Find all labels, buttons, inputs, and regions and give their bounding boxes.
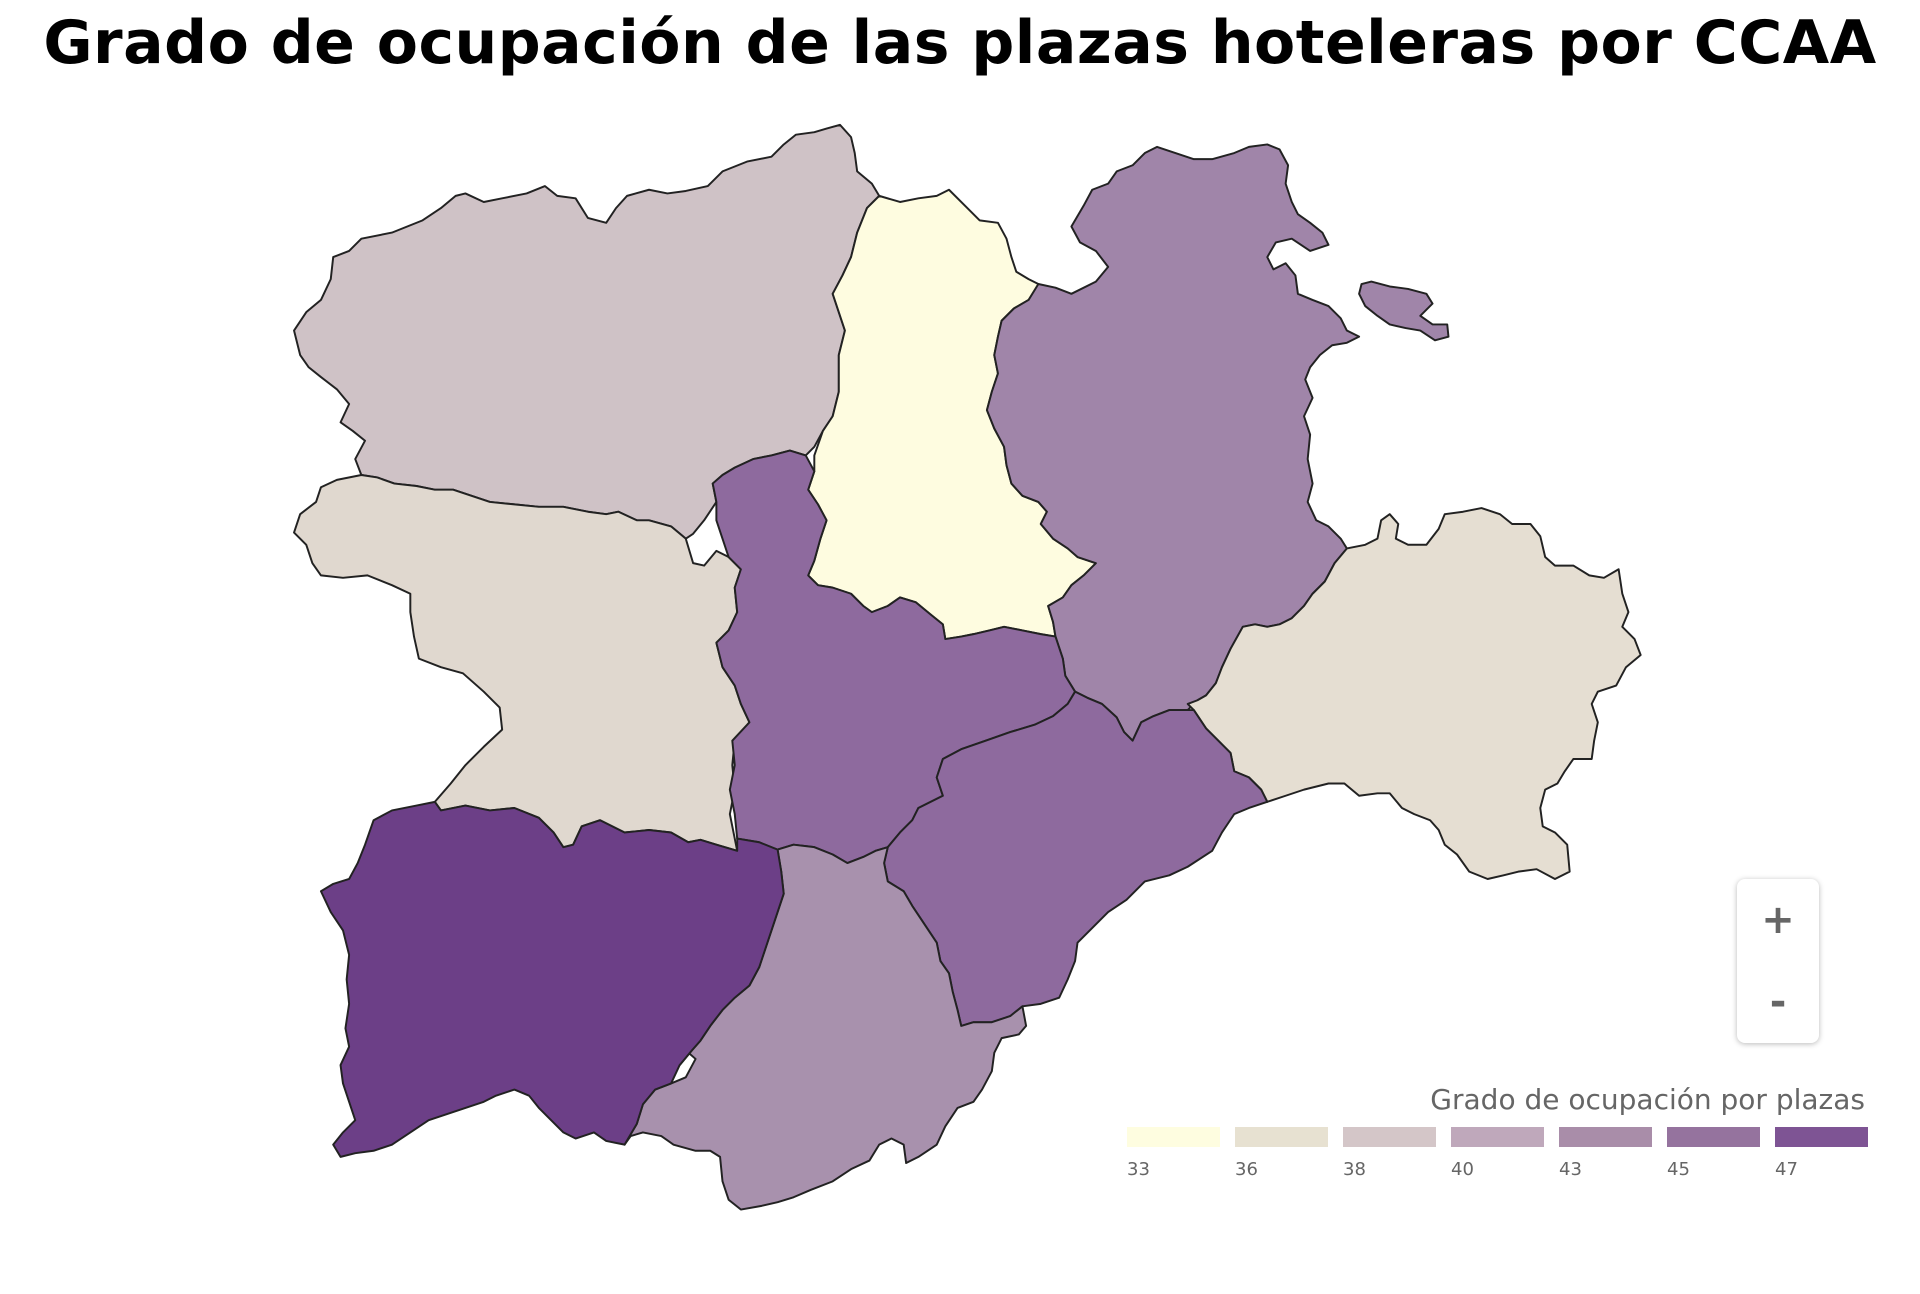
zoom-in-button[interactable]: +	[1761, 897, 1795, 943]
legend-label: 43	[1559, 1159, 1582, 1180]
legend-label: 33	[1127, 1159, 1150, 1180]
region-se[interactable]	[883, 690, 1269, 1027]
legend-swatch	[1559, 1127, 1652, 1147]
legend-item: 38	[1343, 1127, 1436, 1180]
legend-label: 45	[1667, 1159, 1690, 1180]
legend-swatch	[1667, 1127, 1760, 1147]
legend-item: 47	[1775, 1127, 1868, 1180]
region-sw[interactable]	[319, 800, 785, 1158]
legend-swatch	[1775, 1127, 1868, 1147]
region-ne[interactable]	[985, 143, 1361, 742]
legend-item: 36	[1235, 1127, 1328, 1180]
legend-label: 40	[1451, 1159, 1474, 1180]
legend-item: 43	[1559, 1127, 1652, 1180]
region-ne-exclave[interactable]	[1358, 280, 1450, 342]
region-e[interactable]	[1186, 507, 1642, 880]
legend-label: 47	[1775, 1159, 1798, 1180]
zoom-out-button[interactable]: -	[1769, 979, 1787, 1025]
legend-swatch	[1235, 1127, 1328, 1147]
legend-item: 45	[1667, 1127, 1760, 1180]
legend-swatch	[1451, 1127, 1544, 1147]
legend-title: Grado de ocupación por plazas	[1430, 1083, 1865, 1116]
legend-label: 36	[1235, 1159, 1258, 1180]
legend-swatch	[1127, 1127, 1220, 1147]
legend-item: 33	[1127, 1127, 1220, 1180]
map-title: Grado de ocupación de las plazas hoteler…	[43, 8, 1877, 78]
legend-item: 40	[1451, 1127, 1544, 1180]
legend: 33 36 38 40 43 45 47	[1127, 1127, 1868, 1180]
zoom-controls: + -	[1737, 879, 1819, 1043]
legend-label: 38	[1343, 1159, 1366, 1180]
legend-swatch	[1343, 1127, 1436, 1147]
